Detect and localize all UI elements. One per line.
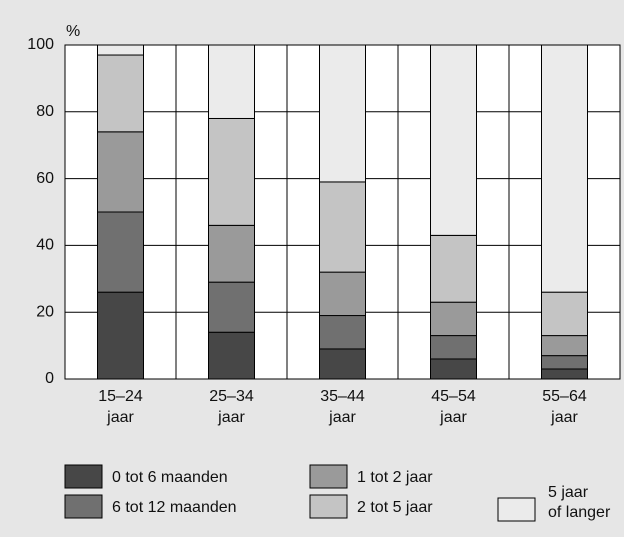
bar-segment (97, 291, 144, 380)
y-tick-label: 40 (36, 237, 54, 254)
bar-segment (541, 44, 588, 293)
bar-segment (430, 234, 477, 303)
x-tick-label: 35–44 jaar (320, 388, 365, 426)
bar-segment (541, 355, 588, 370)
bar-segment (208, 224, 255, 283)
legend-swatch (64, 494, 103, 519)
bar-segment (97, 44, 144, 56)
legend-swatch (309, 494, 348, 519)
bar-segment (97, 211, 144, 293)
bar-segment (319, 271, 366, 317)
bar-segment (541, 291, 588, 337)
bar-segment (208, 281, 255, 333)
bar-segment (208, 44, 255, 119)
bar-segment (430, 358, 477, 380)
bar-segment (430, 44, 477, 236)
y-tick-label: 20 (36, 303, 54, 320)
legend-swatch (309, 464, 348, 489)
bar-segment (319, 44, 366, 183)
bar-segment (319, 181, 366, 273)
bar-segment (541, 335, 588, 357)
x-tick-label: 25–34 jaar (209, 388, 254, 426)
legend-label: 1 tot 2 jaar (357, 469, 433, 486)
bar-segment (97, 54, 144, 133)
y-axis-label: % (66, 23, 80, 40)
bar-segment (97, 131, 144, 213)
y-tick-label: 60 (36, 170, 54, 187)
y-tick-label: 80 (36, 103, 54, 120)
bar-segment (541, 368, 588, 380)
bar-segment (430, 301, 477, 337)
bar-segment (319, 348, 366, 380)
bar-segment (208, 331, 255, 380)
y-tick-label: 100 (27, 36, 54, 53)
legend-label: 2 tot 5 jaar (357, 499, 433, 516)
x-tick-label: 45–54 jaar (431, 388, 476, 426)
bar-segment (208, 117, 255, 226)
legend-swatch (497, 497, 536, 522)
y-tick-label: 0 (45, 370, 54, 387)
legend-label: 5 jaar of langer (548, 484, 611, 521)
bar-segment (319, 315, 366, 350)
legend-swatch (64, 464, 103, 489)
legend-label: 6 tot 12 maanden (112, 499, 237, 516)
x-tick-label: 55–64 jaar (542, 388, 587, 426)
legend-label: 0 tot 6 maanden (112, 469, 228, 486)
bar-segment (430, 335, 477, 360)
x-tick-label: 15–24 jaar (98, 388, 143, 426)
